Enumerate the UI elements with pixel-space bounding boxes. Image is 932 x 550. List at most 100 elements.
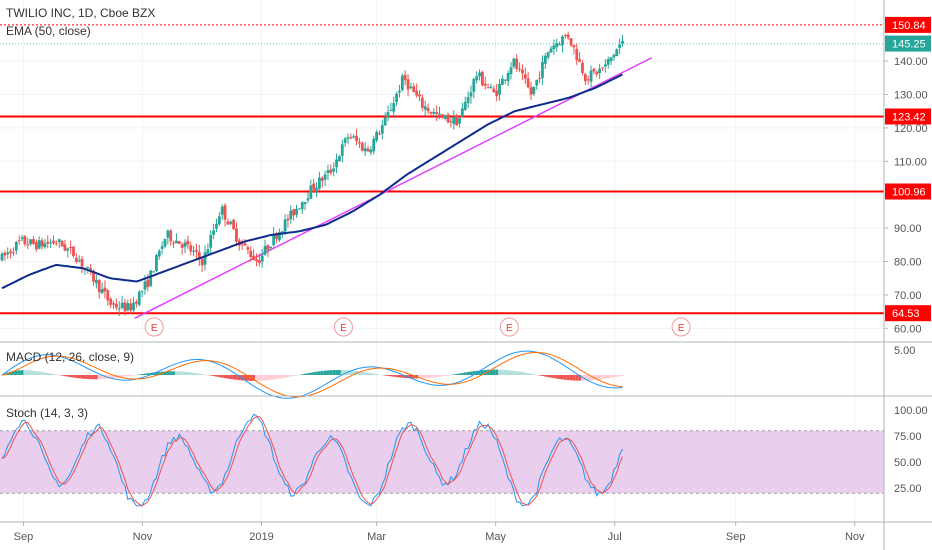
macd-histogram-bar — [612, 375, 616, 378]
earnings-marker-label: E — [340, 323, 347, 334]
earnings-marker[interactable] — [671, 317, 691, 337]
macd-histogram-bar — [423, 375, 427, 379]
candle-body — [297, 208, 301, 210]
candle-body — [426, 107, 430, 112]
candle-body — [552, 45, 556, 50]
macd-histogram-bar — [303, 373, 307, 375]
earnings-marker[interactable] — [333, 317, 353, 337]
macd-histogram-bar — [543, 375, 547, 377]
ema-legend[interactable]: EMA (50, close) — [6, 24, 91, 38]
candle-body — [17, 240, 21, 242]
candle-body — [263, 246, 267, 255]
candle-body — [260, 255, 264, 262]
trendline[interactable] — [134, 57, 653, 319]
candle-body — [277, 232, 281, 241]
candle-body — [49, 242, 53, 244]
macd-histogram-bar — [455, 373, 459, 375]
candle-body — [569, 38, 573, 46]
earnings-marker-label: E — [151, 323, 158, 334]
macd-histogram-bar — [89, 375, 93, 380]
macd-histogram-bar — [598, 375, 602, 380]
macd-histogram-bar — [435, 375, 439, 378]
candle-body — [252, 255, 256, 261]
candle-body — [449, 121, 453, 123]
candle-body — [100, 289, 104, 294]
candle-body — [546, 52, 550, 58]
candle-body — [463, 102, 467, 110]
price-tick-label: 90.00 — [894, 223, 922, 235]
candle-body — [200, 259, 204, 266]
macd-histogram-bar — [498, 369, 501, 375]
macd-histogram-bar — [306, 373, 310, 375]
candle-body — [412, 86, 416, 93]
macd-histogram-bar — [566, 375, 570, 381]
support-resistance-levels[interactable] — [0, 24, 884, 315]
candle-body — [197, 251, 201, 259]
candle-body — [366, 148, 370, 152]
price-axis[interactable]: 60.00 70.00 80.00 90.00 100.00 110.00 120.00 13… — [884, 56, 928, 495]
macd-histogram-bar — [92, 375, 95, 380]
level-price-badge-bg — [885, 305, 931, 322]
symbol-legend[interactable]: TWILIO INC, 1D, Cboe BZX — [6, 6, 156, 20]
macd-histogram-bar — [380, 374, 384, 376]
macd-histogram-bar — [243, 375, 247, 381]
macd-histogram-bar — [320, 370, 324, 375]
stoch-pane — [1, 413, 623, 507]
macd-histogram-bar — [200, 374, 204, 375]
macd-histogram-bar — [94, 375, 98, 380]
stoch-legend[interactable]: Stoch (14, 3, 3) — [6, 406, 89, 420]
candle-body — [163, 238, 167, 247]
macd-histogram-bar — [157, 371, 161, 375]
macd-histogram-bar — [143, 373, 147, 375]
ema-line — [1, 73, 623, 290]
macd-histogram-bar — [589, 375, 593, 381]
macd-histogram-bar — [192, 372, 195, 375]
candle-body — [106, 290, 110, 301]
candle-body — [275, 235, 278, 239]
macd-histogram-bar — [146, 373, 150, 375]
candle-body — [146, 279, 150, 287]
macd-legend[interactable]: MACD (12, 26, close, 9) — [6, 350, 135, 364]
candle-body — [343, 138, 347, 143]
candle-body — [480, 71, 484, 86]
macd-histogram-bar — [389, 375, 393, 377]
macd-histogram-bar — [489, 369, 493, 375]
macd-histogram-bar — [615, 375, 619, 377]
macd-histogram-bar — [432, 375, 436, 378]
macd-histogram-bar — [23, 370, 27, 375]
earnings-marker[interactable] — [499, 317, 519, 337]
candle-body — [9, 251, 12, 254]
macd-histogram-bar — [383, 375, 387, 376]
time-tick-label: Nov — [133, 531, 153, 543]
candle-body — [300, 202, 304, 210]
level-price-badge-bg — [885, 108, 931, 125]
macd-histogram-bar — [369, 373, 373, 375]
macd-histogram-bar — [575, 375, 579, 381]
macd-histogram-bar — [360, 371, 364, 375]
candle-body — [521, 69, 524, 74]
candle-body — [32, 239, 35, 244]
stoch-k-line — [1, 413, 623, 507]
candle-body — [581, 62, 584, 73]
candle-body — [349, 137, 353, 139]
candle-body — [621, 40, 624, 44]
candle-body — [117, 308, 121, 310]
candle-body — [272, 233, 276, 246]
macd-histogram-bar — [252, 375, 256, 381]
earnings-marker[interactable] — [144, 317, 164, 337]
candle-body — [89, 267, 93, 270]
macd-histogram-bar — [149, 372, 153, 375]
macd-histogram-bar — [74, 375, 78, 378]
candle-body — [358, 141, 361, 144]
earnings-marker-label: E — [506, 323, 513, 334]
macd-histogram-bar — [418, 375, 421, 379]
macd-histogram-bar — [209, 375, 213, 376]
candle-body — [177, 240, 181, 244]
rising-trendline[interactable] — [134, 57, 653, 319]
macd-histogram-bar — [335, 369, 338, 375]
candle-body — [486, 87, 490, 89]
time-axis[interactable]: Sep Nov 2019 Mar May Jul Sep Nov — [14, 522, 865, 543]
